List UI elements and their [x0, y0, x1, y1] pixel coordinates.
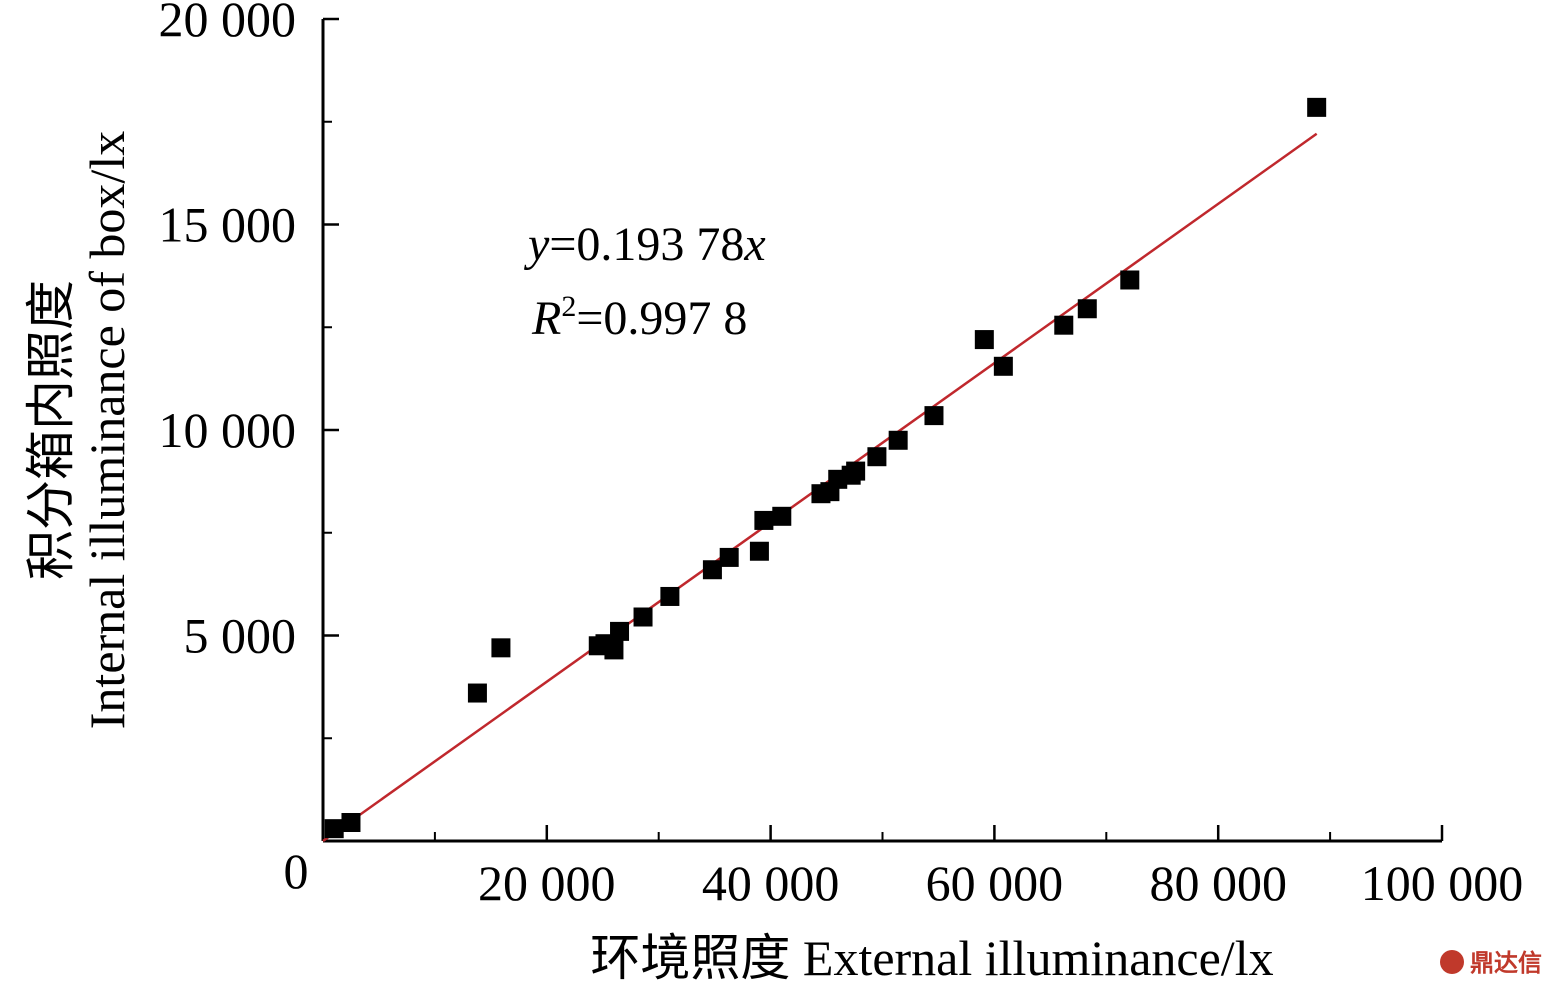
data-point [719, 547, 739, 567]
data-point [888, 430, 908, 450]
y-axis-title: 积分箱内照度 Internal illuminance of box/lx [23, 131, 135, 729]
x-tick-label: 60 000 [926, 855, 1064, 911]
watermark: 鼎达信 [1440, 949, 1542, 977]
x-tick-label: 20 000 [478, 855, 616, 911]
y-tick-label: 5 000 [184, 608, 297, 664]
data-point [324, 819, 344, 839]
data-point [1307, 97, 1327, 117]
data-point [604, 640, 624, 660]
data-point [633, 607, 653, 627]
x-axis-title: 环境照度 External illuminance/lx [590, 930, 1273, 983]
x-tick-label: 100 000 [1361, 855, 1524, 911]
equation-annotation: y=0.193 78x [523, 218, 766, 271]
y-axis-title-line1: 积分箱内照度 [23, 280, 79, 580]
equation-y-var: y [523, 218, 550, 271]
data-point [974, 330, 994, 350]
data-point [702, 560, 722, 580]
data-points [324, 97, 1327, 839]
y-tick-label: 10 000 [159, 402, 297, 458]
data-point [660, 586, 680, 606]
r-squared-value: =0.997 8 [576, 292, 747, 345]
r-squared-annotation: R2=0.997 8 [531, 290, 747, 345]
x-tick-label: 40 000 [702, 855, 840, 911]
data-point [467, 683, 487, 703]
r-squared-sup: 2 [561, 290, 576, 323]
y-tick-label: 15 000 [159, 197, 297, 253]
equation-body: =0.193 78 [549, 218, 744, 271]
data-point [772, 506, 792, 526]
data-point [1077, 299, 1097, 319]
x-tick-label: 80 000 [1149, 855, 1287, 911]
equation-x-var: x [743, 218, 765, 271]
data-point [341, 813, 361, 833]
data-point [924, 406, 944, 426]
y-tick-label: 20 000 [159, 0, 297, 47]
data-point [749, 541, 769, 561]
data-point [993, 356, 1013, 376]
data-point [610, 621, 630, 641]
origin-label: 0 [284, 843, 309, 899]
y-axis-title-line2: Internal illuminance of box/lx [79, 131, 135, 729]
watermark-logo-icon [1440, 950, 1464, 974]
watermark-text: 鼎达信 [1470, 949, 1542, 977]
data-point [867, 447, 887, 467]
ticks: 20 000 40 000 60 000 80 000 100 000 5 000 10 0… [159, 0, 1524, 911]
data-point [754, 510, 774, 530]
data-point [1120, 270, 1140, 290]
r-squared-var: R [531, 292, 561, 345]
data-point [1054, 315, 1074, 335]
axes [321, 19, 1442, 843]
data-point [846, 461, 866, 481]
data-point [491, 638, 511, 658]
